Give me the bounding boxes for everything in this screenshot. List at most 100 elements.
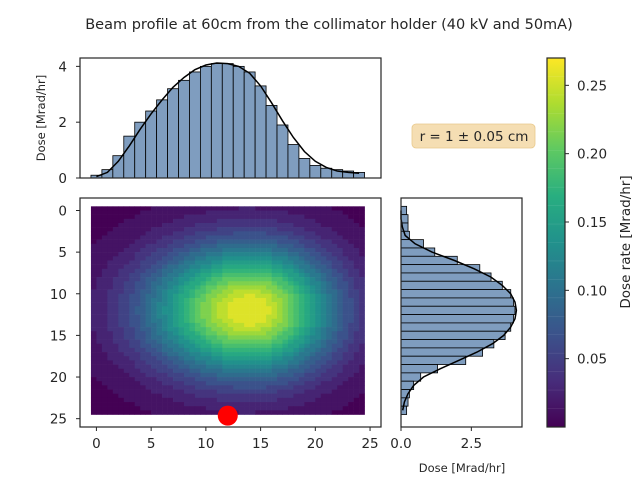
- heatmap-cell: [107, 302, 114, 307]
- heatmap-cell: [277, 385, 283, 390]
- top-fit-curve: [96, 62, 360, 178]
- heatmap-cell: [298, 297, 305, 303]
- heatmap-cell: [162, 352, 168, 357]
- heatmap-cell: [271, 302, 278, 307]
- heatmap-cell: [337, 206, 343, 211]
- heatmap-cell: [227, 402, 234, 407]
- heatmap-cell: [140, 281, 146, 286]
- heatmap-cell: [249, 381, 256, 386]
- heatmap-cell: [266, 339, 272, 345]
- heatmap-cell: [353, 239, 360, 245]
- heatmap-cell: [342, 335, 349, 340]
- heatmap-cell: [304, 260, 311, 265]
- heatmap-cell: [140, 252, 146, 257]
- heatmap-cell: [96, 364, 103, 370]
- heatmap-cell: [200, 406, 207, 411]
- heatmap-cell: [266, 289, 272, 295]
- heatmap-cell: [342, 231, 349, 236]
- heatmap-cell: [129, 239, 136, 245]
- heatmap-cell: [183, 347, 190, 353]
- top-bar: [221, 63, 234, 179]
- heatmap-cell: [320, 227, 327, 232]
- heatmap-cell: [129, 385, 136, 390]
- top-bar: [276, 124, 289, 179]
- heatmap-cell: [101, 322, 108, 328]
- heatmap-cell: [90, 360, 97, 365]
- heatmap-cell: [271, 218, 278, 224]
- heatmap-cell: [227, 222, 234, 228]
- heatmap-cell: [205, 410, 212, 415]
- heatmap-cell: [90, 364, 97, 370]
- heatmap-cell: [140, 272, 146, 278]
- heatmap-cell: [331, 381, 338, 386]
- heatmap-cell: [167, 206, 174, 211]
- heatmap-cell: [244, 347, 250, 353]
- heatmap-cell: [129, 397, 136, 403]
- heatmap-cell: [227, 343, 234, 349]
- heatmap-cell: [309, 243, 316, 249]
- heatmap-cell: [304, 239, 311, 245]
- heatmap-cell: [151, 310, 157, 315]
- heatmap-cell: [238, 218, 245, 224]
- heatmap-cell: [233, 372, 240, 378]
- heatmap-cell: [287, 339, 294, 345]
- heatmap-cell: [107, 389, 114, 394]
- heatmap-cell: [244, 406, 250, 411]
- heatmap-cell: [189, 314, 196, 320]
- heatmap-cell: [304, 310, 311, 315]
- heatmap-cell: [359, 222, 365, 228]
- heatmap-cell: [293, 322, 300, 328]
- heatmap-cell: [211, 331, 218, 336]
- heatmap-cell: [162, 339, 168, 345]
- heatmap-cell: [309, 231, 316, 236]
- heatmap-cell: [337, 343, 343, 349]
- heatmap-cell: [320, 281, 327, 286]
- heatmap-cell: [277, 352, 283, 357]
- heatmap-cell: [298, 277, 305, 282]
- heatmap-cell: [277, 343, 283, 349]
- heatmap-cell: [233, 227, 240, 232]
- heatmap-cell: [222, 206, 229, 211]
- right-bar: [400, 255, 458, 266]
- heatmap-cell: [205, 397, 212, 403]
- heatmap-cell: [282, 389, 289, 394]
- heatmap-cell: [167, 277, 174, 282]
- heatmap-cell: [129, 227, 136, 232]
- heatmap-cell: [222, 352, 229, 357]
- heatmap-cell: [320, 372, 327, 378]
- heatmap-cell: [183, 352, 190, 357]
- heatmap-cell: [353, 343, 360, 349]
- heatmap-cell: [222, 343, 229, 349]
- heatmap-cell: [359, 268, 365, 274]
- heatmap-cell: [162, 393, 168, 399]
- heatmap-cell: [277, 389, 283, 394]
- heatmap-cell: [134, 368, 141, 374]
- heatmap-cell: [353, 285, 360, 290]
- heatmap-cell: [123, 306, 130, 311]
- heatmap-cell: [331, 377, 338, 382]
- heatmap-cell: [293, 243, 300, 249]
- heatmap-cell: [298, 264, 305, 270]
- heatmap-cell: [315, 260, 322, 265]
- heatmap-cell: [353, 364, 360, 370]
- heatmap-cell: [348, 252, 354, 257]
- heatmap-cell: [140, 343, 146, 349]
- heatmap-cell: [277, 293, 283, 299]
- heatmap-cell: [271, 364, 278, 370]
- heatmap-cell: [255, 360, 261, 365]
- heatmap-cell: [287, 410, 294, 415]
- heatmap-cell: [238, 372, 245, 378]
- heatmap-cell: [227, 289, 234, 295]
- heatmap-cell: [238, 314, 245, 320]
- heatmap-cell: [309, 285, 316, 290]
- heatmap-cell: [315, 318, 322, 324]
- heatmap-cell: [205, 256, 212, 261]
- top-bar: [309, 165, 322, 179]
- heatmap-cell: [189, 206, 196, 211]
- heatmap-cell: [331, 393, 338, 399]
- heatmap-cell: [118, 277, 125, 282]
- heatmap-cell: [320, 385, 327, 390]
- heatmap-cell: [287, 306, 294, 311]
- heatmap-cell: [118, 364, 125, 370]
- heatmap-cell: [337, 360, 343, 365]
